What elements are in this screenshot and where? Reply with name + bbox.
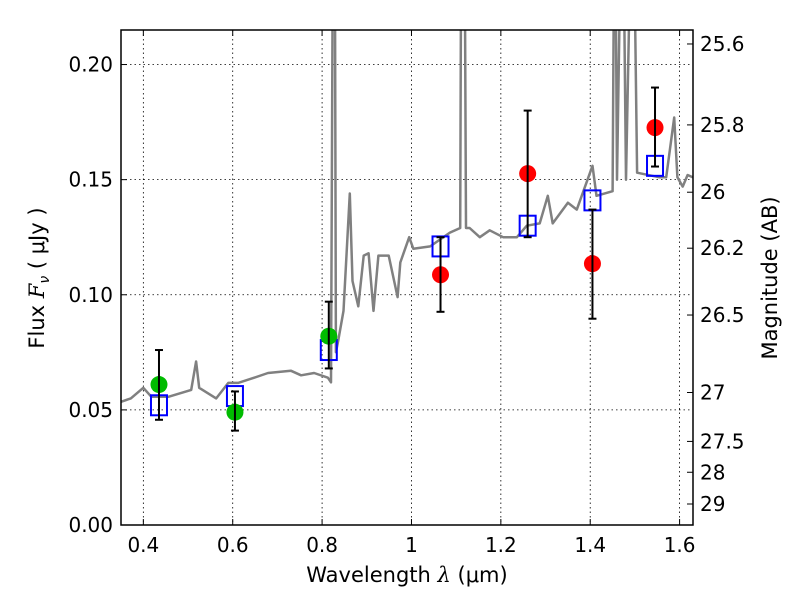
y-tick-label: 0.00	[68, 513, 113, 537]
y2-tick-label: 29	[700, 492, 725, 516]
spectrum-line	[121, 30, 693, 403]
x-tick-label: 0.4	[127, 533, 159, 557]
y2-tick-label: 25.6	[700, 32, 745, 56]
y2-tick-label: 27.5	[700, 429, 745, 453]
x-tick-label: 0.6	[217, 533, 249, 557]
y2-tick-label: 26.5	[700, 303, 745, 327]
x-tick-label: 1.6	[664, 533, 696, 557]
grid	[121, 30, 693, 526]
y2-tick-label: 26.2	[700, 236, 745, 260]
y-tick-label: 0.15	[68, 168, 113, 192]
x-tick-label: 1.2	[485, 533, 517, 557]
y2-tick-label: 27	[700, 381, 725, 405]
plot-frame	[120, 29, 694, 526]
y-axis-label: Flux Fν ( μJy )	[25, 207, 53, 348]
x-tick-label: 0.8	[306, 533, 338, 557]
y-tick-label: 0.05	[68, 398, 113, 422]
plot-area	[121, 30, 693, 432]
model-square	[583, 189, 602, 212]
y2-tick-label: 28	[700, 460, 725, 484]
y-tick-label: 0.20	[68, 53, 113, 77]
x-axis-label: Wavelength λ (μm)	[306, 563, 507, 587]
y-tick-label: 0.10	[68, 283, 113, 307]
x-tick-label: 1.4	[574, 533, 606, 557]
y2-tick-label: 25.8	[700, 113, 745, 137]
y2-axis-label: Magnitude (AB)	[758, 196, 782, 359]
x-tick-label: 1	[405, 533, 418, 557]
axes: 0.4 0.6 0.8 1 1.2 1.4 1.6 0.00 0.05 0.10 0.15 0.20 2…	[68, 30, 745, 557]
y2-tick-label: 26	[700, 180, 725, 204]
